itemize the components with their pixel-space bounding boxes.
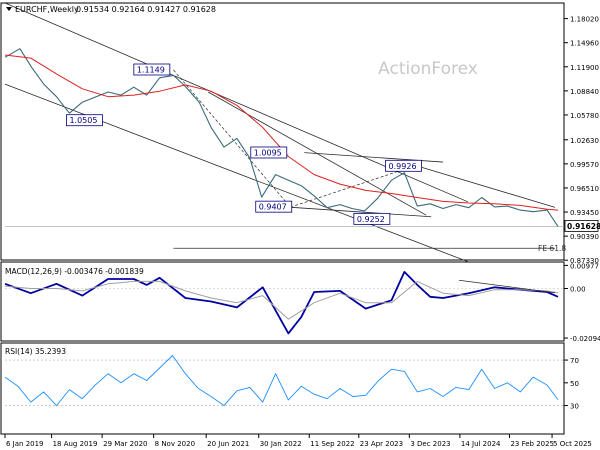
rsi-series-line: [4, 355, 559, 407]
price-annotation-label: 1.1149: [137, 66, 165, 75]
price-axis-tick-label: 0.99570: [570, 161, 599, 169]
current-price-box: [564, 219, 599, 232]
price-trend-line: [401, 160, 556, 208]
price-trend-line: [289, 206, 432, 218]
symbol-label: EURCHF,Weekly: [15, 5, 79, 14]
x-axis-tick-label: 29 Mar 2020: [103, 440, 147, 448]
x-axis-tick-label: 8 Nov 2020: [155, 440, 195, 448]
watermark: ActionForex: [378, 59, 478, 79]
price-panel-frame: [0, 2, 565, 261]
x-axis-tick-label: 3 Dec 2023: [410, 440, 450, 448]
macd-title: MACD(12,26,9) -0.003476 -0.001839: [5, 267, 144, 276]
price-axis-tick-label: 1.14960: [570, 40, 599, 48]
price-series-line: [4, 48, 559, 227]
macd-axis-tick-label: 0.00: [570, 285, 586, 293]
x-axis-tick-label: 18 Aug 2019: [53, 440, 98, 448]
price-axis-tick-label: 0.87330: [570, 257, 599, 265]
price-annotation-box: [385, 159, 422, 172]
price-annotation-box: [250, 146, 288, 159]
rsi-axis-tick-label: 30: [570, 403, 579, 411]
x-axis-tick-label: 6 Jan 2019: [6, 440, 44, 448]
x-axis-tick-label: 23 Apr 2023: [360, 440, 403, 448]
x-axis-tick-label: 23 Feb 2025: [510, 440, 554, 448]
price-annotation-box: [133, 63, 171, 76]
price-annotation-label: 0.9407: [259, 203, 287, 212]
price-axis-tick-label: 1.02630: [570, 137, 599, 145]
price-dashed-line: [290, 165, 414, 208]
dropdown-triangle-icon[interactable]: [6, 7, 12, 11]
sma-series-line: [4, 54, 559, 211]
price-annotation-label: 0.9252: [357, 215, 385, 224]
x-axis-tick-label: 20 Jun 2021: [207, 440, 249, 448]
price-annotation-box: [255, 200, 293, 213]
price-axis-tick-label: 0.93450: [570, 209, 599, 217]
rsi-axis-tick-label: 70: [570, 357, 579, 365]
price-axis-tick-label: 1.05780: [570, 112, 599, 120]
price-trend-line: [4, 83, 468, 263]
price-annotation-label: 1.0505: [69, 116, 97, 125]
price-annotation-label: 1.0095: [254, 148, 282, 157]
macd-panel-frame: [0, 261, 565, 342]
current-price-label: 0.91628: [567, 222, 600, 231]
x-axis-tick-label: 11 Sep 2022: [310, 440, 354, 448]
macd-trend-line: [458, 279, 556, 294]
price-annotation-box: [353, 212, 391, 225]
price-axis-tick-label: 1.08840: [570, 88, 599, 96]
price-annotation-label: 0.9926: [389, 162, 417, 171]
ohlc-readout: 0.91534 0.92164 0.91427 0.91628: [76, 5, 216, 14]
price-axis-tick-label: 0.90390: [570, 233, 599, 241]
x-axis-tick-label: 5 Oct 2025: [553, 440, 592, 448]
macd-axis-tick-label: 0.00977: [570, 262, 599, 270]
rsi-title: RSI(14) 35.2393: [5, 347, 66, 356]
price-axis-tick-label: 1.11900: [570, 64, 599, 72]
rsi-panel-frame: [0, 342, 565, 435]
signal-series-line: [4, 280, 559, 320]
x-axis-tick-label: 30 Jan 2022: [260, 440, 302, 448]
price-dashed-line: [173, 69, 291, 208]
x-axis-tick-label: 14 Jul 2024: [461, 440, 501, 448]
price-axis-tick-label: 0.96510: [570, 185, 599, 193]
rsi-axis-tick-label: 50: [570, 380, 579, 388]
macd-axis-tick-label: -0.020949: [570, 335, 600, 343]
price-annotation-box: [66, 114, 103, 127]
price-axis-tick-label: 1.18020: [570, 16, 599, 24]
